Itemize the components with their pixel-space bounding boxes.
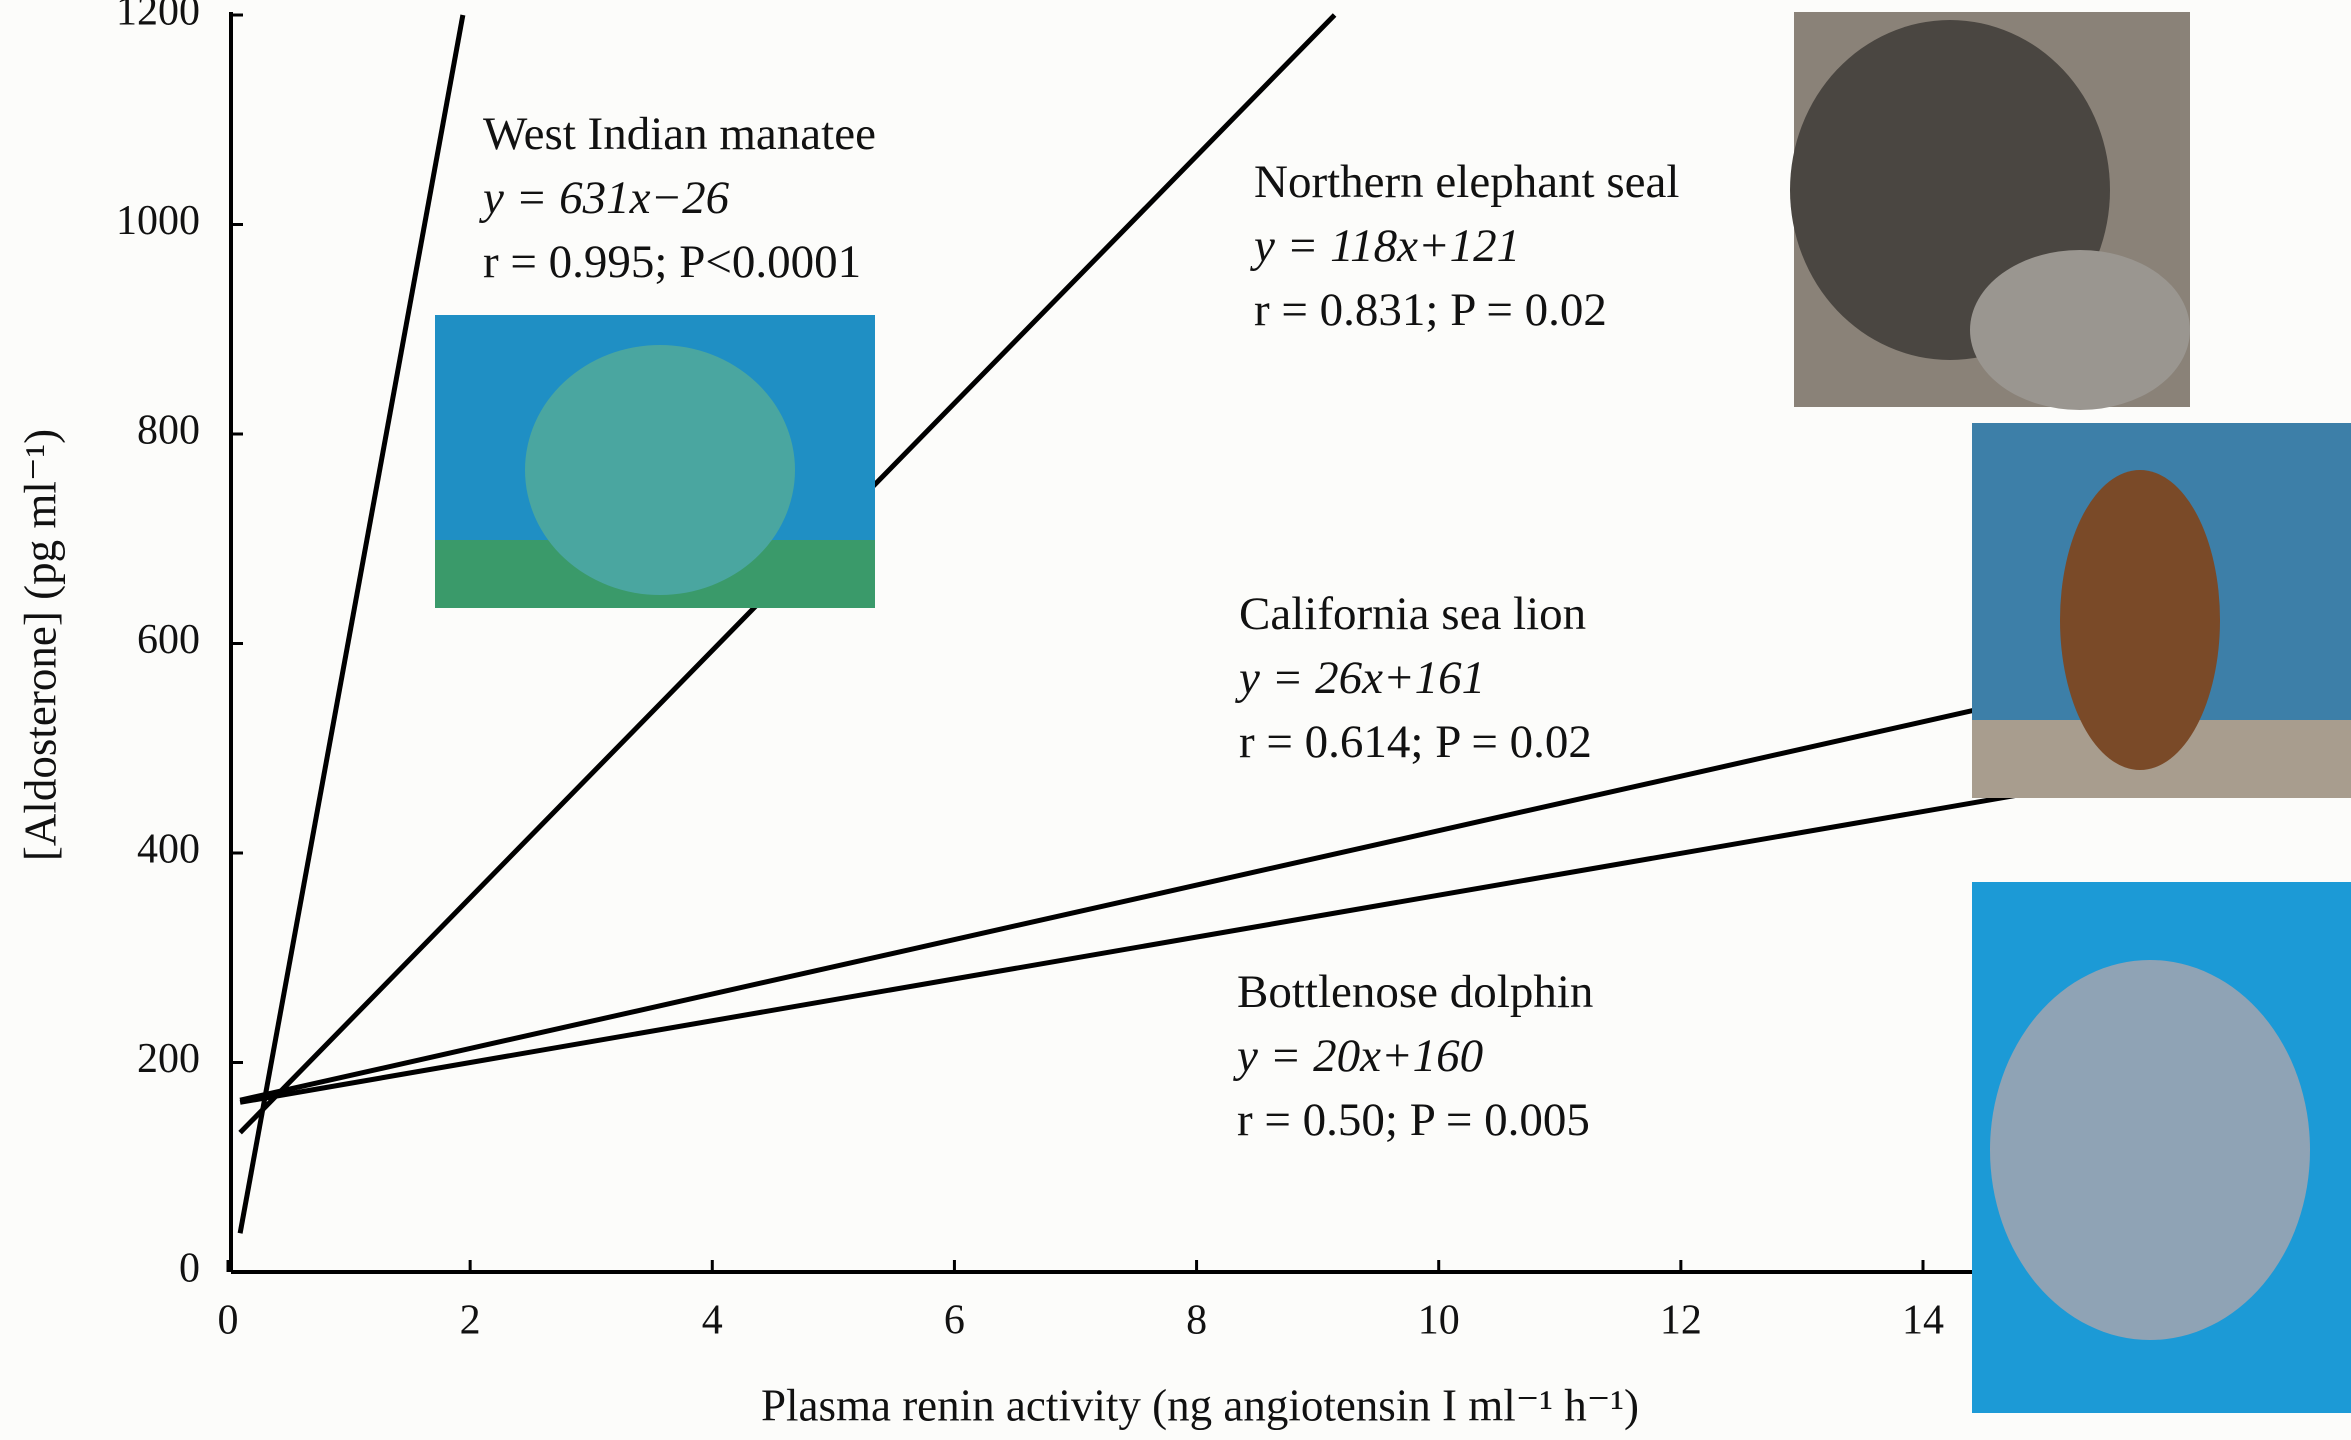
series-name: Northern elephant seal [1254,156,1679,208]
elephant-seal-photo [1790,12,2190,410]
x-tick-label: 6 [944,1298,965,1344]
x-tick-label: 10 [1418,1298,1460,1344]
x-tick-label: 14 [1902,1298,1944,1344]
equation: y = 631x−26 [479,172,730,224]
photo-animal [1990,960,2310,1340]
series-name: West Indian manatee [483,108,876,160]
statistics: r = 0.50; P = 0.005 [1237,1094,1590,1146]
statistics: r = 0.614; P = 0.02 [1239,716,1592,768]
statistics: r = 0.995; P<0.0001 [483,236,861,288]
axes [226,12,1972,1274]
y-tick-label: 400 [137,827,200,873]
photo-animal [1970,250,2190,410]
x-tick-label: 12 [1660,1298,1702,1344]
manatee-photo [435,315,875,608]
y-tick-label: 200 [137,1036,200,1082]
y-axis-label: [Aldosterone] (pg ml⁻¹) [15,429,65,861]
y-tick-label: 800 [137,408,200,454]
y-tick-label: 0 [179,1246,200,1292]
y-tick-label: 1000 [116,198,200,244]
x-tick-label: 2 [460,1298,481,1344]
dolphin-photo [1972,882,2351,1413]
photos [435,12,2351,1413]
equation: y = 118x+121 [1250,220,1520,272]
y-tick-label: 1200 [116,0,200,35]
equation: y = 26x+161 [1235,652,1485,704]
series-name: Bottlenose dolphin [1237,966,1593,1018]
series-name: California sea lion [1239,588,1586,640]
plot-lines [237,13,2023,1234]
regression-line [239,791,2023,1105]
sea-lion-photo [1972,423,2351,798]
x-tick-label: 8 [1186,1298,1207,1344]
x-tick-label: 4 [702,1298,723,1344]
x-tick-label: 0 [218,1298,239,1344]
statistics: r = 0.831; P = 0.02 [1254,284,1607,336]
equation: y = 20x+160 [1233,1030,1483,1082]
regression-line [237,14,466,1234]
x-axis-label: Plasma renin activity (ng angiotensin I … [761,1380,1639,1430]
regression-line [239,708,1974,1103]
photo-animal [525,345,795,595]
photo-animal [2060,470,2220,770]
y-tick-label: 600 [137,617,200,663]
